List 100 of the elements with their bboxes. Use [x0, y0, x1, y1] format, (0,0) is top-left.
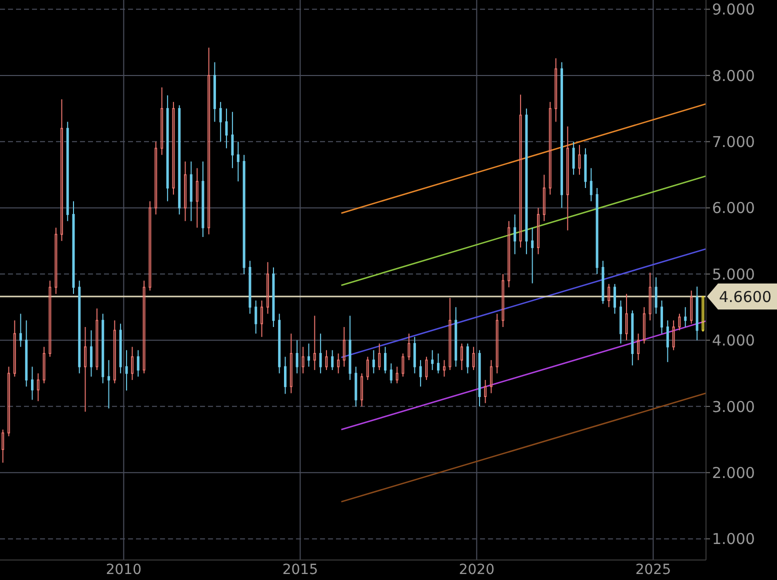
- candlestick: [236, 141, 240, 182]
- candlestick: [584, 148, 587, 188]
- candlestick: [490, 360, 492, 394]
- ref-line-label: 4.6600: [719, 288, 772, 306]
- candlestick: [531, 227, 534, 284]
- candlestick: [313, 315, 316, 371]
- candlestick: [519, 94, 522, 248]
- y-tick-label: 3.000: [712, 398, 755, 416]
- candlestick: [466, 343, 469, 374]
- candlestick: [219, 101, 222, 142]
- candlestick: [619, 300, 622, 344]
- candlestick: [154, 141, 158, 215]
- candlestick: [660, 300, 664, 334]
- candlestick: [290, 333, 292, 394]
- candlestick: [396, 366, 398, 384]
- candlestick: [560, 62, 564, 208]
- candlestick: [96, 308, 98, 371]
- candlestick: [431, 350, 434, 371]
- candlestick: [166, 94, 169, 202]
- candlestick: [178, 104, 181, 215]
- candlestick: [184, 161, 187, 222]
- candlestick: [625, 293, 628, 341]
- candlestick: [348, 315, 352, 380]
- candlestick: [172, 101, 175, 196]
- candlestick: [113, 320, 116, 384]
- candlestick: [202, 161, 204, 238]
- candlestick: [602, 260, 604, 304]
- candlestick: [254, 300, 258, 334]
- candlestick: [296, 340, 298, 374]
- candlestick: [84, 326, 87, 412]
- candlestick: [419, 360, 422, 388]
- candlestick: [125, 350, 128, 392]
- candlestick: [472, 346, 475, 371]
- candlestick: [631, 310, 634, 366]
- y-tick-label: 2.000: [712, 464, 755, 482]
- candlestick: [190, 161, 192, 222]
- candlestick: [42, 346, 46, 384]
- candlestick: [484, 379, 487, 404]
- candlestick: [248, 260, 252, 314]
- candlestick: [302, 346, 304, 374]
- candlestick: [642, 306, 646, 344]
- candlestick: [460, 343, 464, 371]
- candlestick: [478, 350, 481, 407]
- x-tick-label: 2015: [282, 562, 318, 578]
- candlestick: [60, 98, 63, 242]
- candlestick: [342, 326, 346, 368]
- candlestick: [208, 47, 210, 235]
- candlestick: [66, 121, 69, 222]
- candlestick: [337, 352, 340, 374]
- candlestick: [325, 350, 328, 371]
- candlestick: [378, 343, 381, 371]
- candlestick: [608, 283, 610, 308]
- candlestick: [578, 144, 581, 176]
- y-tick-label: 7.000: [712, 132, 755, 151]
- candlestick: [614, 283, 616, 314]
- candlestick: [136, 350, 140, 378]
- candlestick: [548, 101, 552, 196]
- candlestick: [590, 168, 592, 202]
- candlestick: [242, 154, 246, 275]
- candlestick: [454, 306, 458, 368]
- candlestick: [537, 207, 540, 255]
- y-tick-label: 1.000: [712, 530, 755, 548]
- candlestick: [496, 313, 498, 374]
- candlestick: [372, 350, 375, 374]
- candlestick: [308, 343, 310, 368]
- candlestick: [231, 111, 234, 169]
- candlestick: [25, 320, 28, 388]
- candlestick: [19, 313, 22, 348]
- candlestick: [502, 274, 504, 328]
- candlestick: [142, 280, 146, 374]
- y-tick-label: 6.000: [712, 199, 755, 218]
- candlestick: [696, 286, 698, 341]
- y-tick-label: 9.000: [712, 0, 755, 19]
- candlestick: [102, 313, 104, 384]
- candlestick: [331, 350, 334, 371]
- candlestick: [354, 366, 358, 407]
- candlestick: [542, 174, 546, 222]
- candlestick: [596, 187, 598, 275]
- candlestick: [319, 333, 322, 374]
- candlestick: [572, 141, 575, 176]
- y-tick-label: 5.000: [712, 265, 755, 284]
- candlestick: [2, 429, 4, 464]
- x-tick-label: 2020: [458, 562, 495, 578]
- candlestick: [284, 356, 287, 394]
- candlestick: [260, 300, 264, 338]
- candlestick: [684, 306, 687, 328]
- y-tick-label: 4.000: [712, 332, 755, 350]
- candlestick: [654, 276, 658, 314]
- candlestick: [637, 333, 640, 361]
- candlestick: [442, 360, 446, 378]
- candlestick: [390, 362, 392, 384]
- x-tick-label: 2010: [106, 562, 142, 578]
- candlestick: [72, 200, 75, 294]
- candlestick: [196, 168, 198, 228]
- candlestick: [514, 214, 516, 255]
- candlestick: [566, 126, 569, 231]
- candlestick: [225, 108, 228, 149]
- candlestick: [384, 346, 387, 374]
- candlestick: [131, 346, 134, 380]
- candlestick: [90, 330, 93, 378]
